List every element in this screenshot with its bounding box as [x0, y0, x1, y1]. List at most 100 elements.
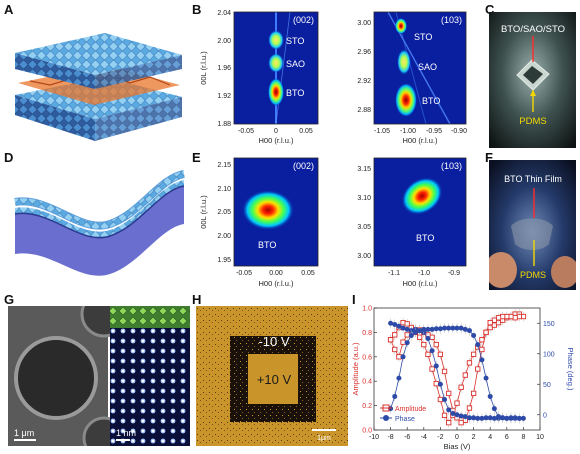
phase-point [520, 415, 526, 421]
phase-point [446, 407, 452, 413]
phase-point [483, 375, 489, 381]
x-tick: -1.1 [388, 270, 400, 277]
phase-point [479, 415, 485, 421]
panel-f-label-top: BTO Thin Film [504, 174, 562, 184]
phase-point [487, 415, 493, 421]
phase-point [388, 320, 394, 326]
phase-point [396, 323, 402, 329]
phase-point [496, 414, 501, 420]
phase-point [433, 363, 439, 369]
amplitude-point [437, 351, 444, 358]
panel-label-g: G [4, 292, 15, 307]
y-tick-label-left: 0.4 [362, 379, 372, 386]
amplitude-point [483, 329, 489, 336]
x-tick: -0.9 [448, 270, 460, 277]
phase-point [429, 326, 435, 332]
x-tick: 0.00 [269, 270, 283, 277]
y-tick: 1.96 [217, 65, 231, 72]
x-tick: 0.05 [301, 270, 315, 277]
phase-point [487, 393, 493, 399]
y-axis-title-left: Amplitude (a.u.) [352, 342, 360, 395]
amplitude-point [454, 400, 460, 406]
panel-label-f: F [485, 150, 493, 165]
x-tick-label: 0 [455, 434, 459, 441]
y-tick-label-left: 0.8 [362, 330, 372, 337]
phase-point [442, 397, 448, 402]
panel-e-right-reflection: (103) [441, 161, 462, 171]
y-tick-label-left: 0.6 [362, 354, 372, 361]
phase-point [471, 415, 477, 421]
x-tick: -0.90 [451, 128, 467, 135]
x-tick-label: 10 [536, 434, 544, 441]
amplitude-point [437, 396, 444, 403]
peak-label-sao: SAO [418, 62, 437, 72]
y-tick: 2.04 [217, 10, 231, 17]
amplitude-point [400, 339, 406, 345]
panel-i-chart: -10 -8 -6 -4 -2 0 2 4 6 8 10 0.0 0.2 0.4 0.6 0.8 1.0 0 50 1… [352, 306, 575, 452]
amplitude-point [470, 390, 477, 397]
peak-label-bto: BTO [258, 240, 276, 250]
x-tick-label: -6 [404, 434, 410, 441]
x-tick: -0.05 [238, 128, 254, 135]
peak-label-sto: STO [286, 36, 304, 46]
x-tick-label: 2 [472, 434, 476, 441]
y-tick: 2.00 [217, 233, 231, 240]
phase-point [437, 326, 443, 332]
y-tick-label-right: 100 [543, 351, 555, 358]
x-axis-title: H00 (r.l.u.) [258, 136, 294, 145]
panel-e-right-map: (103) BTO 3.15 3.10 3.05 3.00 -1.1 -1.0 … [357, 157, 467, 288]
x-tick: -0.95 [426, 128, 442, 135]
y-axis-title-right: Phase (deg.) [566, 348, 575, 391]
x-axis-title: Bias (V) [444, 442, 471, 451]
y-tick: 3.15 [357, 166, 371, 173]
panel-h-pfm-map: -10 V +10 V 1μm [196, 306, 348, 446]
amplitude-point [396, 354, 402, 360]
y-axis-title: 00L (r.l.u.) [199, 51, 208, 85]
phase-point [491, 415, 497, 421]
amplitude-point [466, 405, 473, 411]
panel-g-scale-right: 1 nm [116, 428, 136, 438]
x-tick-label: -4 [421, 434, 427, 441]
panel-g-micrograph: 1 μm 1 nm [8, 306, 190, 446]
peak-label-bto: BTO [422, 96, 440, 106]
phase-point [516, 415, 522, 421]
amplitude-point [466, 360, 473, 366]
panel-label-d: D [4, 150, 14, 165]
phase-point [392, 393, 398, 399]
x-tick: -1.05 [374, 128, 390, 135]
peak-label-sao: SAO [286, 59, 305, 69]
panel-e-left-map: (002) BTO 2.15 2.10 2.05 2.00 1.95 -0.05… [199, 157, 319, 288]
phase-point [450, 411, 456, 417]
panel-label-e: E [192, 150, 201, 165]
amplitude-point [441, 412, 448, 419]
y-tick-label-left: 1.0 [362, 306, 372, 313]
x-tick-label: 6 [505, 434, 509, 441]
panel-h-scale: 1μm [317, 435, 331, 442]
amplitude-point [429, 366, 435, 372]
legend-phase: Phase [395, 416, 415, 423]
phase-point [413, 329, 418, 335]
phase-point [454, 325, 460, 331]
legend-amplitude: Amplitude [395, 406, 426, 413]
panel-f-photo: BTO Thin Film PDMS [489, 160, 576, 290]
y-tick-label-right: 0 [543, 412, 547, 419]
y-tick: 3.05 [357, 224, 371, 231]
phase-point [437, 381, 443, 387]
panel-c-label-top: BTO/SAO/STO [501, 24, 565, 35]
amplitude-point [392, 332, 398, 338]
x-tick-label: 8 [521, 434, 525, 441]
peak-label-bto: BTO [286, 88, 304, 98]
amplitude-point [421, 341, 427, 348]
x-tick: -0.05 [236, 270, 252, 277]
x-tick-label: -2 [437, 434, 443, 441]
amplitude-point [475, 366, 481, 372]
phase-point [458, 325, 464, 331]
peak-label-sto: STO [414, 32, 432, 42]
phase-point [400, 325, 406, 331]
panel-label-a: A [4, 2, 14, 17]
phase-point [429, 348, 435, 354]
phase-point [442, 325, 448, 331]
amplitude-point [387, 337, 394, 343]
x-tick-label: 4 [488, 434, 492, 441]
phase-point [512, 415, 518, 421]
